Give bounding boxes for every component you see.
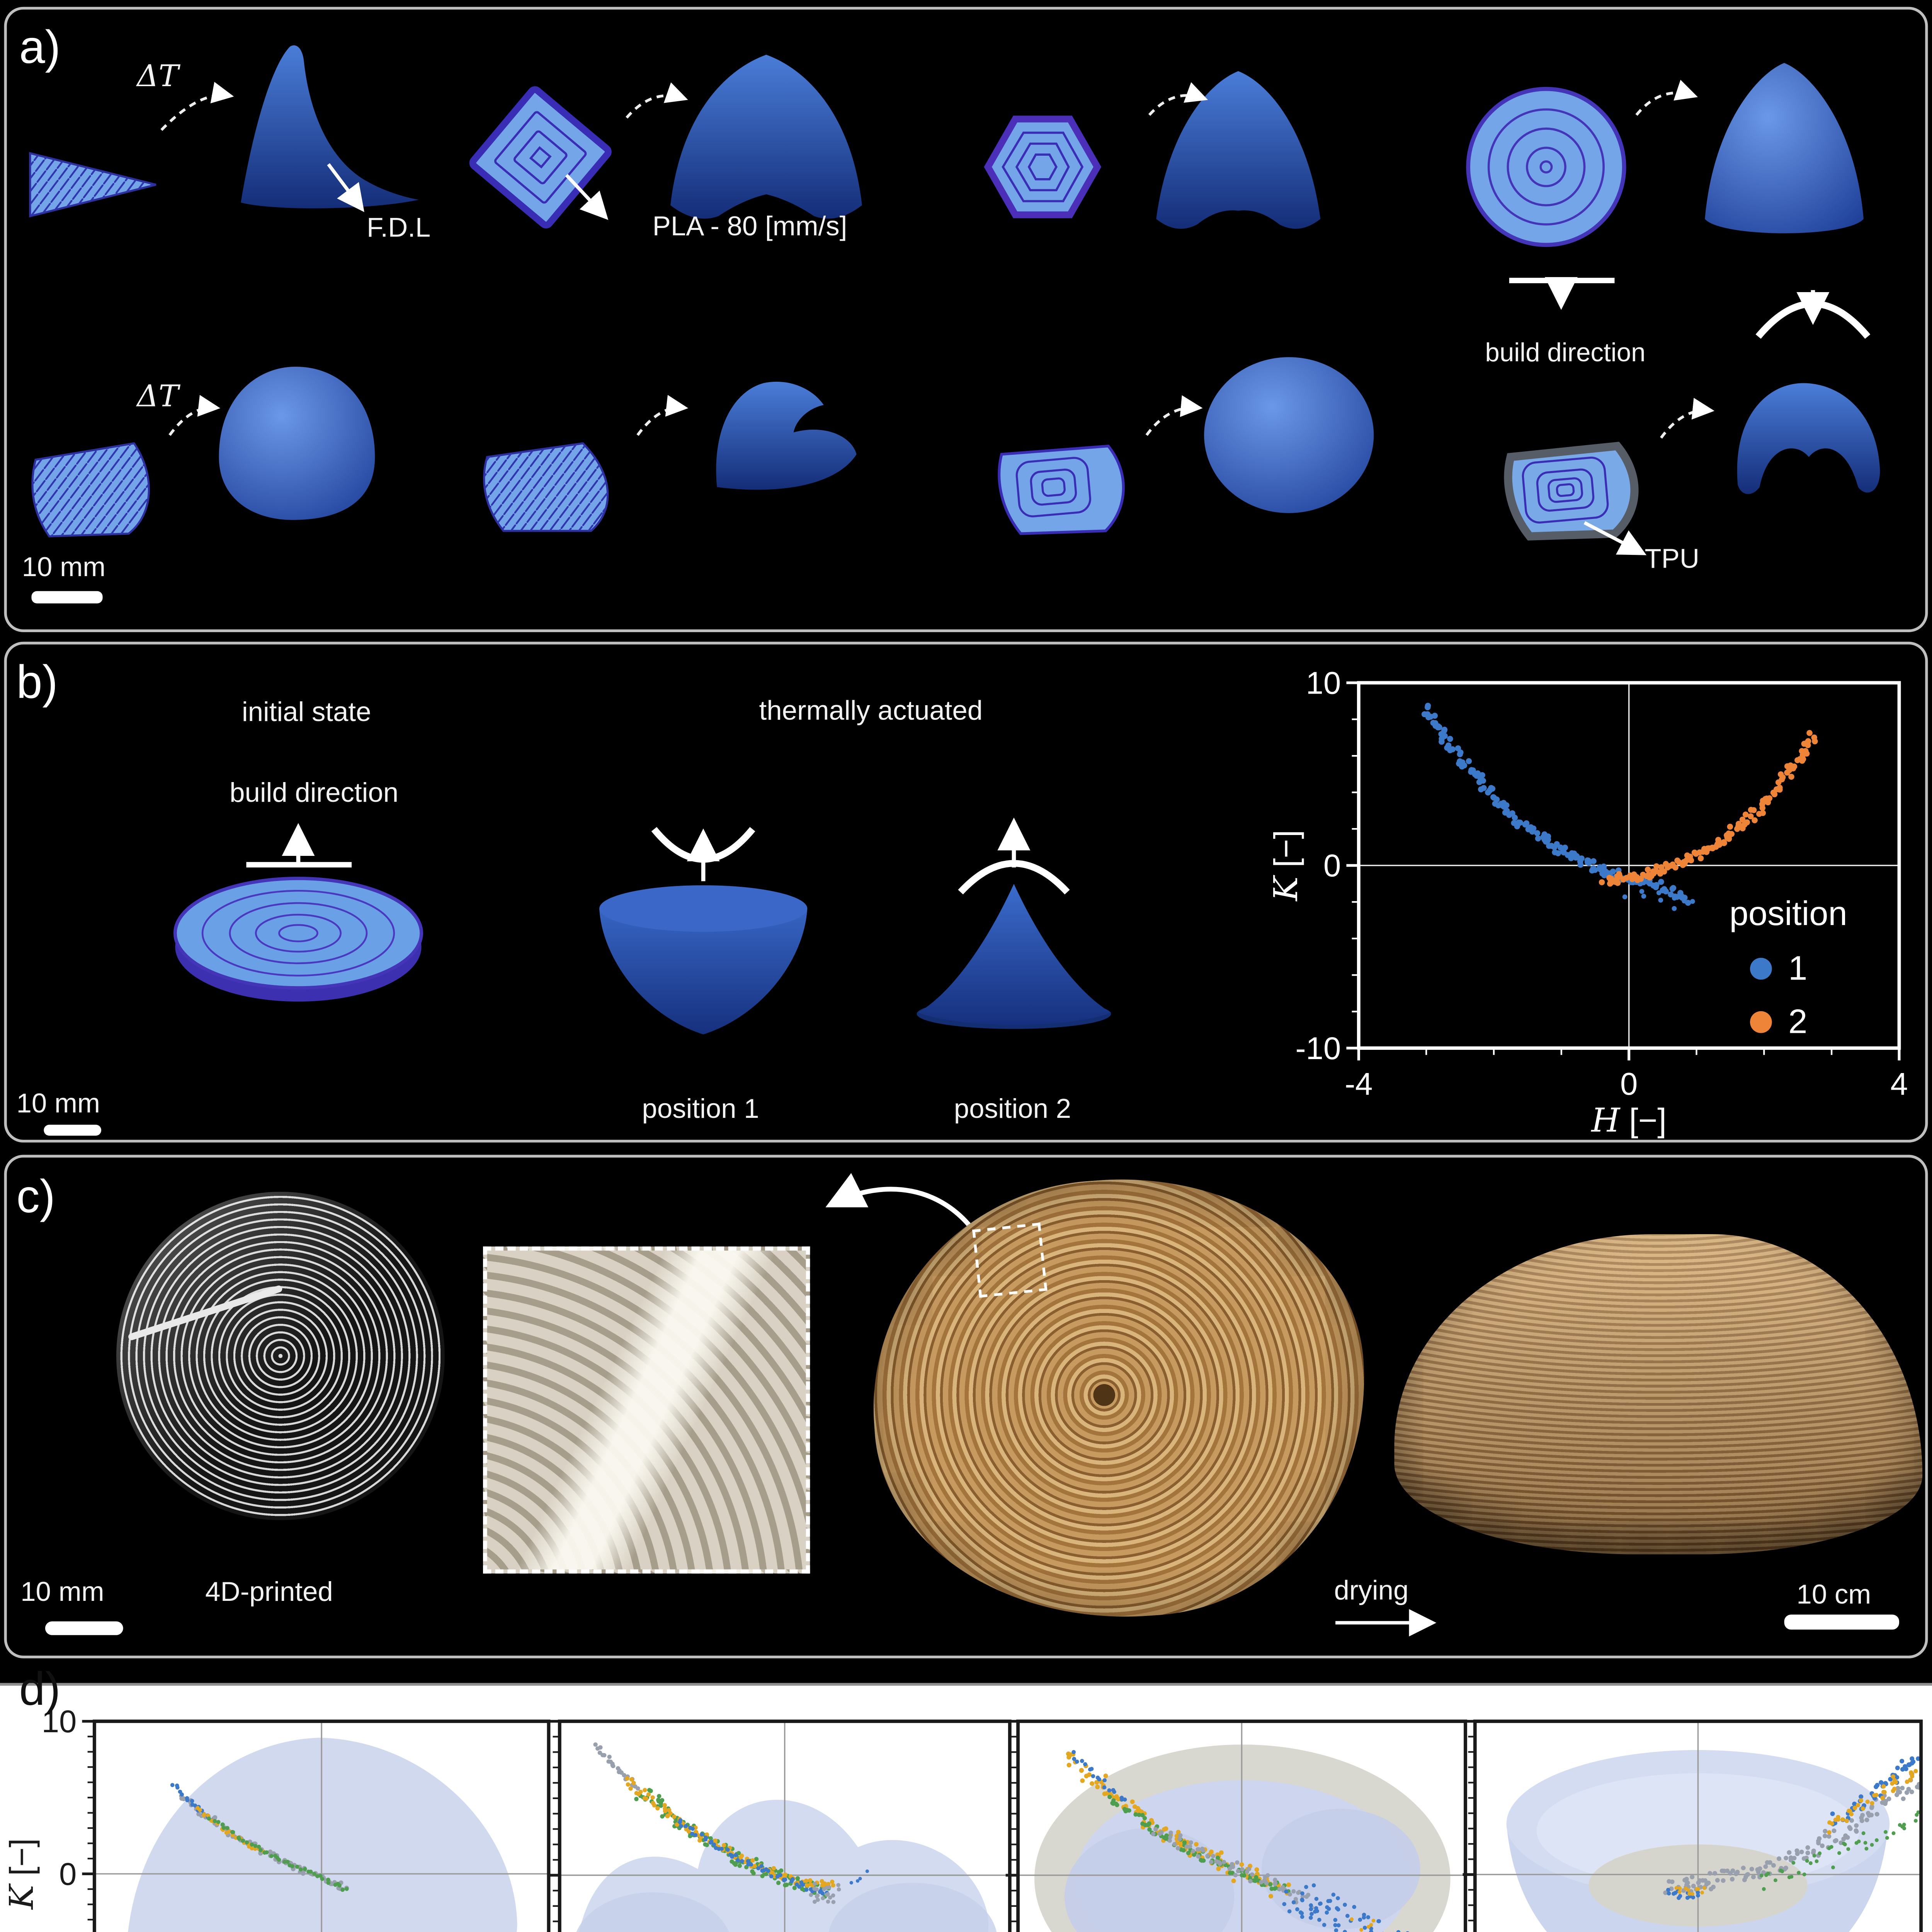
panel-b-label: b) [16, 656, 58, 709]
delta-t-label-top: ΔT [137, 60, 179, 95]
printed-disk-initial-state [173, 876, 423, 1002]
photo-taco-shell [1737, 383, 1880, 494]
photo-big-dome [1204, 357, 1374, 513]
scalebar-c-right-label: 10 cm [1796, 1580, 1871, 1611]
print-texture-inset [483, 1246, 810, 1574]
convex-arc-symbol [958, 817, 1070, 895]
transition-arrow-3 [1148, 82, 1208, 116]
svg-text:0: 0 [1620, 1066, 1638, 1102]
position-2-label: position 2 [954, 1094, 1071, 1125]
photo-cone-position-1 [599, 885, 808, 1035]
fan-hatched-print-2 [483, 442, 609, 532]
fan-hatched-print-1 [31, 442, 150, 537]
dome-photo [128, 1738, 517, 1932]
panel-d-label: d) [19, 1663, 61, 1716]
photo-four-point-tent [670, 54, 862, 219]
panel-b-art [44, 817, 1111, 1136]
tpu-pad-print [1504, 442, 1639, 541]
build-direction-symbol-b [246, 823, 352, 868]
photo-cone-position-2 [917, 884, 1111, 1029]
svg-text:10: 10 [42, 1704, 77, 1739]
scalebar-c-left-label: 10 mm [20, 1577, 104, 1608]
svg-text:10: 10 [1306, 665, 1341, 701]
svg-text:0: 0 [59, 1857, 77, 1892]
transition-arrow-2 [626, 82, 688, 119]
fdl-label: F.D.L [367, 213, 431, 244]
scalebar-a-label: 10 mm [22, 553, 106, 583]
chart-curvature-positions: -4 0 4 10 0 -10 H [−] K [−] position 1 2 [1267, 665, 1908, 1139]
svg-text:position: position [1730, 894, 1847, 932]
monkey-saddle-photo [576, 1799, 997, 1932]
initial-state-label: initial state [242, 697, 371, 728]
scalebar-c-left [45, 1621, 123, 1635]
svg-text:1: 1 [1788, 949, 1807, 987]
svg-text:-4: -4 [1345, 1066, 1372, 1102]
position-1-label: position 1 [642, 1094, 759, 1125]
svg-text:-10: -10 [1296, 1031, 1341, 1066]
scalebar-b [44, 1124, 102, 1136]
photo-smooth-cone [1705, 63, 1864, 233]
transition-arrow-1 [160, 82, 234, 131]
printed-gray-disk-photo [116, 1192, 445, 1520]
transition-arrow-5 [168, 395, 221, 436]
circle-concentric-print [1466, 87, 1626, 247]
drying-label: drying [1334, 1576, 1409, 1607]
fdl-pointer-arrow [327, 163, 364, 212]
flat-triangle-print [29, 152, 156, 218]
concave-arc-symbol [651, 827, 755, 881]
scalebar-b-label: 10 mm [16, 1089, 100, 1119]
transition-arrow-8 [1660, 398, 1714, 439]
square-concentric-print [469, 86, 612, 229]
inset-pointer-arrow [825, 1173, 976, 1233]
pla-pointer-arrow [565, 174, 609, 220]
flip-arc-symbol-a [1755, 290, 1871, 339]
panel-a-art [29, 45, 1880, 604]
pla-label: PLA - 80 [mm/s] [652, 212, 847, 242]
zoom-region-box [972, 1223, 1048, 1298]
chart-d-bowl: -404H [−] [1463, 1719, 1923, 1932]
panel-c-art [45, 1173, 1900, 1637]
photo-curved-shell [716, 381, 857, 490]
hexagon-concentric-print [984, 116, 1102, 218]
photo-dome-1 [219, 367, 375, 520]
scalebar-c-right [1784, 1614, 1900, 1630]
pad-concentric-print [998, 444, 1125, 535]
printed-label: 4D-printed [205, 1577, 333, 1608]
transition-arrow-6 [636, 395, 689, 436]
svg-text:4: 4 [1890, 1066, 1908, 1102]
delta-t-label-bottom: ΔT [137, 380, 179, 415]
panel-c-label: c) [16, 1171, 55, 1223]
thermally-actuated-label: thermally actuated [759, 696, 983, 727]
disk-spoke [127, 1284, 283, 1341]
panel-a-label: a) [19, 22, 61, 74]
svg-text:K [−]: K [−] [3, 1838, 41, 1910]
transition-arrow-7 [1145, 395, 1203, 436]
tpu-pointer-arrow [1583, 521, 1647, 555]
svg-text:0: 0 [1323, 848, 1341, 883]
build-direction-label-b: build direction [230, 778, 399, 809]
chart-d-monkey-saddle: -404H [−] [547, 1719, 1012, 1932]
svg-text:K [−]: K [−] [1267, 830, 1305, 902]
svg-text:2: 2 [1788, 1002, 1807, 1041]
chart-d-pringle: -404H [−] [1005, 1719, 1467, 1932]
transition-arrow-4 [1635, 80, 1698, 116]
scalebar-a [31, 591, 103, 604]
build-direction-label-a: build direction [1485, 339, 1646, 368]
wood-disk-side-photo [1394, 1234, 1923, 1554]
tpu-label: TPU [1645, 544, 1700, 575]
photo-scalloped-cone [1156, 71, 1321, 229]
photo-curved-fin [241, 45, 419, 209]
svg-text:H [−]: H [−] [1590, 1101, 1667, 1139]
build-direction-symbol-a [1509, 277, 1615, 310]
